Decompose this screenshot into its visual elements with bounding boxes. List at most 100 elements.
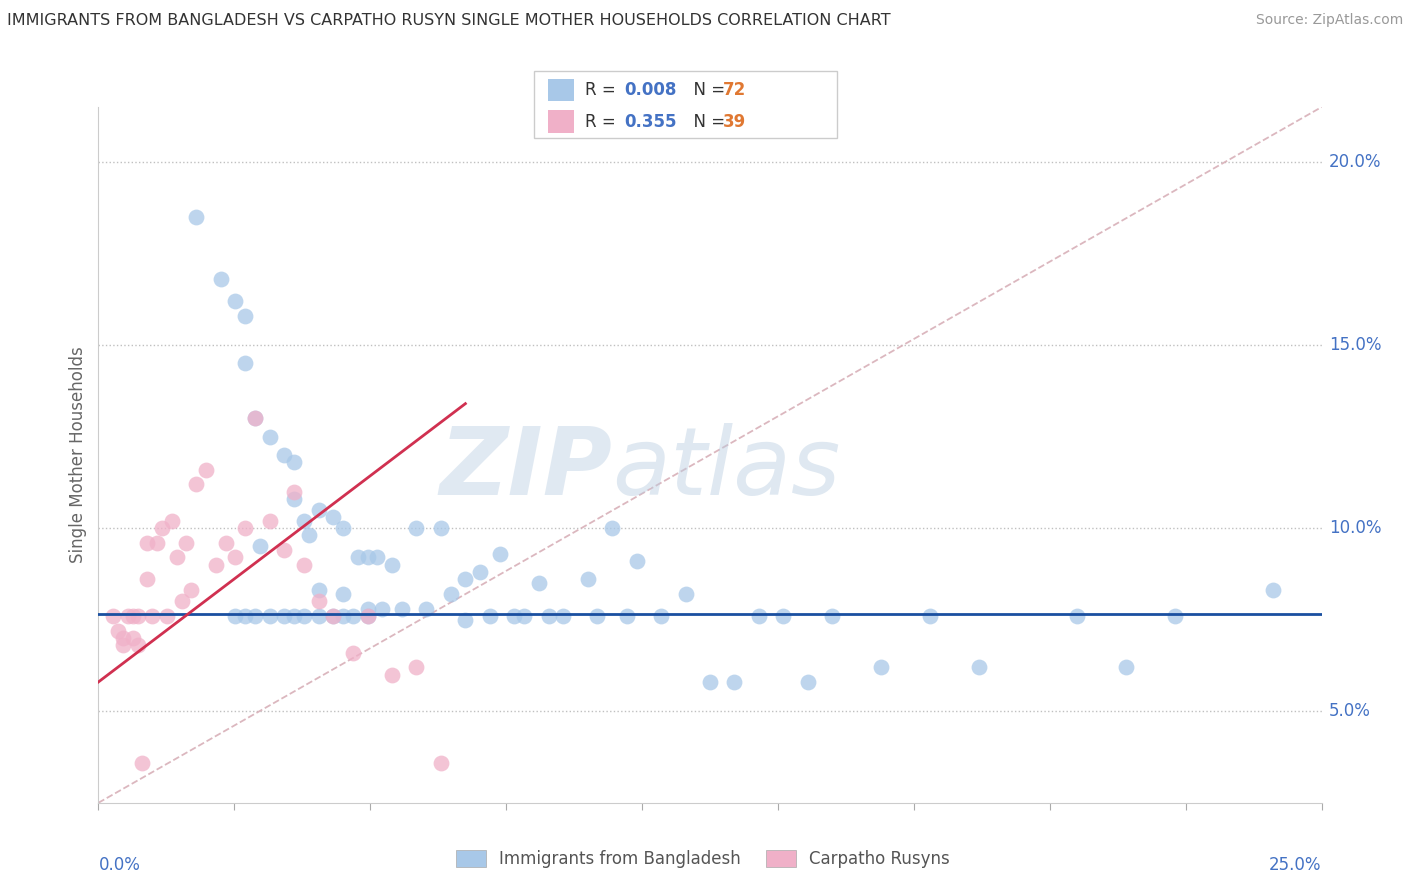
- Point: [332, 609, 354, 624]
- Point: [186, 210, 208, 224]
- Point: [111, 631, 134, 645]
- Point: [821, 609, 844, 624]
- Point: [259, 514, 281, 528]
- Point: [488, 547, 510, 561]
- Point: [166, 550, 188, 565]
- Point: [723, 675, 745, 690]
- Point: [870, 660, 893, 674]
- Point: [233, 356, 256, 370]
- Point: [454, 613, 477, 627]
- Point: [366, 550, 388, 565]
- Point: [308, 594, 330, 608]
- Point: [127, 609, 149, 624]
- Point: [553, 609, 575, 624]
- Text: 5.0%: 5.0%: [1329, 702, 1371, 720]
- Point: [371, 601, 394, 615]
- Point: [332, 587, 354, 601]
- Point: [283, 491, 305, 506]
- Point: [772, 609, 794, 624]
- Point: [283, 609, 305, 624]
- Point: [283, 484, 305, 499]
- Point: [141, 609, 163, 624]
- Point: [440, 587, 463, 601]
- Point: [127, 638, 149, 652]
- Point: [650, 609, 672, 624]
- Point: [699, 675, 721, 690]
- Point: [298, 528, 321, 542]
- Point: [1164, 609, 1187, 624]
- Point: [748, 609, 770, 624]
- Point: [342, 646, 364, 660]
- Point: [586, 609, 609, 624]
- Point: [415, 601, 437, 615]
- Point: [180, 583, 202, 598]
- Point: [243, 411, 266, 425]
- Point: [346, 550, 368, 565]
- Point: [146, 536, 169, 550]
- Point: [576, 573, 599, 587]
- Point: [381, 558, 404, 572]
- Text: 15.0%: 15.0%: [1329, 336, 1381, 354]
- Y-axis label: Single Mother Households: Single Mother Households: [69, 347, 87, 563]
- Point: [967, 660, 990, 674]
- Point: [117, 609, 139, 624]
- Point: [156, 609, 179, 624]
- Point: [101, 609, 124, 624]
- Point: [1261, 583, 1284, 598]
- Point: [176, 536, 198, 550]
- Point: [356, 550, 378, 565]
- Text: 0.0%: 0.0%: [98, 856, 141, 874]
- Point: [205, 558, 228, 572]
- Point: [675, 587, 697, 601]
- Point: [233, 309, 256, 323]
- Point: [537, 609, 560, 624]
- Point: [503, 609, 526, 624]
- Text: ZIP: ZIP: [439, 423, 612, 515]
- Point: [186, 477, 208, 491]
- Point: [273, 448, 295, 462]
- Point: [626, 554, 648, 568]
- Point: [356, 609, 378, 624]
- Point: [332, 521, 354, 535]
- Point: [170, 594, 193, 608]
- Point: [209, 272, 232, 286]
- Text: 25.0%: 25.0%: [1270, 856, 1322, 874]
- Point: [195, 462, 218, 476]
- Point: [111, 638, 134, 652]
- Point: [292, 558, 315, 572]
- Point: [233, 609, 256, 624]
- Point: [107, 624, 129, 638]
- Point: [468, 565, 491, 579]
- Text: atlas: atlas: [612, 424, 841, 515]
- Point: [405, 660, 427, 674]
- Point: [430, 756, 453, 770]
- Point: [292, 609, 315, 624]
- Point: [381, 667, 404, 681]
- Point: [243, 609, 266, 624]
- Point: [322, 609, 344, 624]
- Point: [233, 521, 256, 535]
- Point: [224, 550, 246, 565]
- Point: [308, 583, 330, 598]
- Point: [527, 576, 550, 591]
- Point: [224, 609, 246, 624]
- Point: [259, 609, 281, 624]
- Text: 20.0%: 20.0%: [1329, 153, 1381, 171]
- Point: [391, 601, 413, 615]
- Point: [121, 609, 143, 624]
- Point: [342, 609, 364, 624]
- Point: [214, 536, 236, 550]
- Point: [136, 573, 159, 587]
- Point: [224, 294, 246, 309]
- Point: [1115, 660, 1137, 674]
- Point: [322, 609, 344, 624]
- Point: [273, 609, 295, 624]
- Text: N =: N =: [683, 81, 731, 99]
- Text: 0.355: 0.355: [624, 112, 676, 130]
- Point: [249, 540, 271, 554]
- Text: Source: ZipAtlas.com: Source: ZipAtlas.com: [1256, 13, 1403, 28]
- Point: [797, 675, 820, 690]
- Point: [283, 455, 305, 469]
- Text: 10.0%: 10.0%: [1329, 519, 1381, 537]
- Point: [273, 543, 295, 558]
